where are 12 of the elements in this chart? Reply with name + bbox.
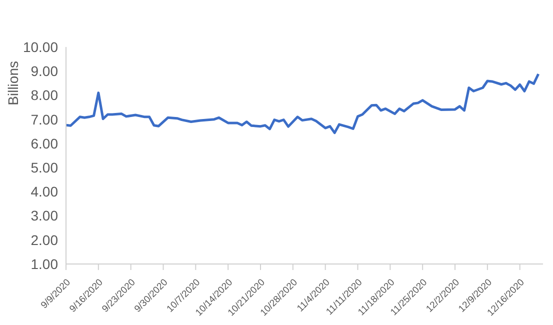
y-axis-title: Billions	[5, 61, 21, 106]
y-tick-label: 5.00	[30, 160, 58, 176]
y-tick-label: 1.00	[30, 256, 58, 272]
y-tick-label: 6.00	[30, 135, 58, 152]
line-series	[66, 72, 540, 134]
y-tick-label: 9.00	[30, 63, 58, 80]
y-tick-label: 8.00	[30, 87, 58, 104]
y-tick-label: 7.00	[30, 111, 58, 128]
y-tick-label: 4.00	[30, 184, 58, 200]
y-tick-label: 2.00	[30, 232, 58, 248]
y-tick-label: 10.00	[22, 38, 58, 55]
y-tick-label: 3.00	[30, 208, 58, 224]
